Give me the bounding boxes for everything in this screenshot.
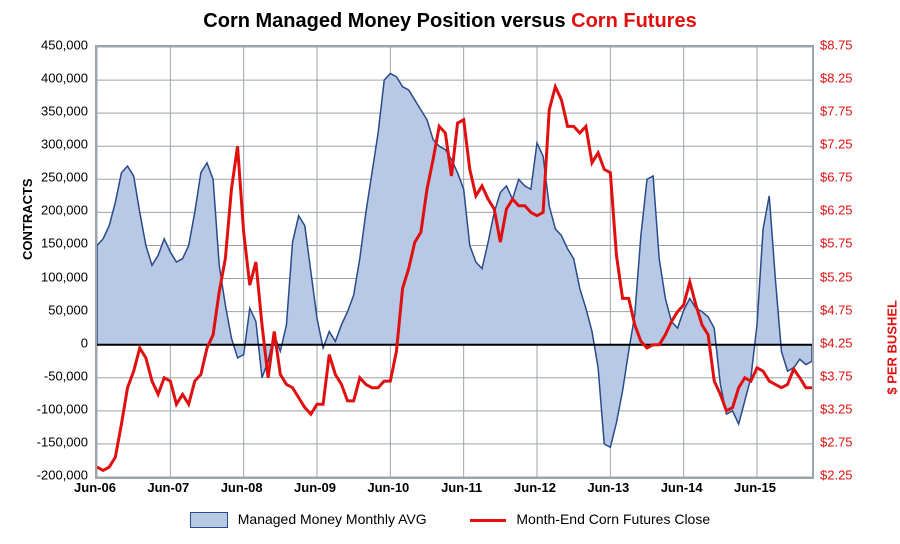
y-tick-right: $8.25	[820, 71, 880, 86]
y-tick-right: $5.25	[820, 269, 880, 284]
chart-title: Corn Managed Money Position versus Corn …	[0, 10, 900, 33]
y-tick-right: $6.25	[820, 203, 880, 218]
legend-swatch-area	[190, 512, 228, 528]
y-tick-left: 50,000	[8, 302, 88, 317]
y-tick-right: $4.25	[820, 335, 880, 350]
x-tick: Jun-06	[65, 480, 125, 495]
y-tick-left: 300,000	[8, 137, 88, 152]
y-tick-left: 450,000	[8, 38, 88, 53]
x-tick: Jun-15	[725, 480, 785, 495]
legend-item-area: Managed Money Monthly AVG	[190, 511, 427, 528]
y-tick-right: $3.25	[820, 401, 880, 416]
y-tick-left: 200,000	[8, 203, 88, 218]
x-tick: Jun-14	[652, 480, 712, 495]
x-tick: Jun-07	[138, 480, 198, 495]
x-tick: Jun-08	[212, 480, 272, 495]
y-tick-right: $3.75	[820, 368, 880, 383]
y-tick-right: $5.75	[820, 236, 880, 251]
legend-label-line: Month-End Corn Futures Close	[516, 511, 710, 527]
y-tick-left: 350,000	[8, 104, 88, 119]
x-tick: Jun-13	[578, 480, 638, 495]
x-tick: Jun-12	[505, 480, 565, 495]
y-tick-right: $2.25	[820, 468, 880, 483]
plot-area	[95, 45, 814, 479]
area-series	[97, 73, 812, 447]
chart-svg	[97, 47, 812, 477]
x-tick: Jun-10	[358, 480, 418, 495]
y-tick-right: $8.75	[820, 38, 880, 53]
x-tick: Jun-11	[432, 480, 492, 495]
title-part1: Corn Managed Money Position versus	[203, 10, 571, 32]
y-axis-right-label: $ PER BUSHEL	[885, 300, 900, 395]
x-tick: Jun-09	[285, 480, 345, 495]
legend-label-area: Managed Money Monthly AVG	[238, 511, 427, 527]
legend-item-line: Month-End Corn Futures Close	[470, 511, 710, 527]
title-part2: Corn Futures	[571, 10, 697, 32]
y-tick-left: -100,000	[8, 401, 88, 416]
y-tick-left: 400,000	[8, 71, 88, 86]
y-tick-right: $2.75	[820, 434, 880, 449]
y-tick-left: 150,000	[8, 236, 88, 251]
y-tick-left: -150,000	[8, 434, 88, 449]
y-tick-right: $7.25	[820, 137, 880, 152]
y-tick-left: 250,000	[8, 170, 88, 185]
y-tick-left: -50,000	[8, 368, 88, 383]
y-tick-right: $7.75	[820, 104, 880, 119]
y-tick-right: $6.75	[820, 170, 880, 185]
y-tick-left: 0	[8, 335, 88, 350]
legend: Managed Money Monthly AVG Month-End Corn…	[0, 510, 900, 528]
y-tick-left: 100,000	[8, 269, 88, 284]
legend-swatch-line	[470, 519, 506, 522]
y-tick-right: $4.75	[820, 302, 880, 317]
